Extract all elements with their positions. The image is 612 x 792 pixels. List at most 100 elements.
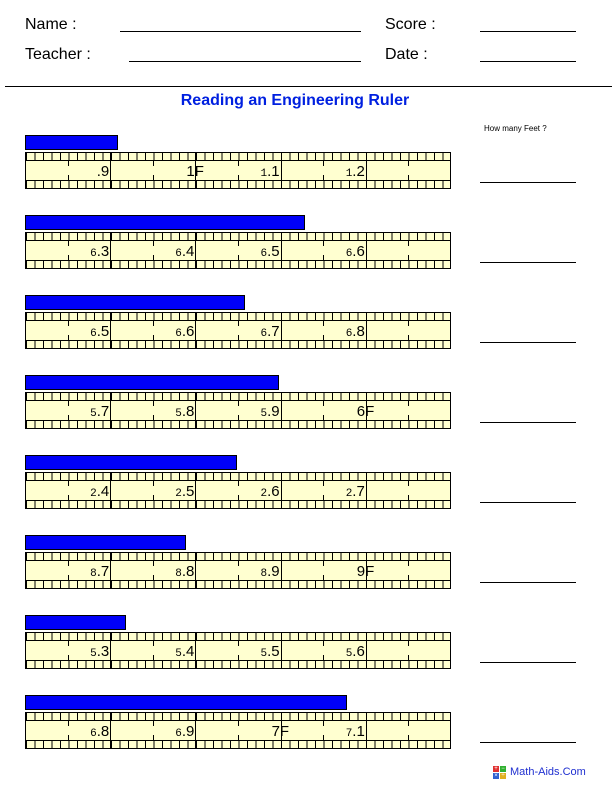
ruler-label: 8.8 — [175, 563, 195, 580]
math-aids-logo-icon: + − × ÷ — [493, 766, 506, 779]
question-header: How many Feet ? — [484, 124, 547, 133]
answer-field[interactable] — [480, 422, 576, 423]
minor-tick — [67, 335, 69, 341]
major-tick — [365, 393, 367, 428]
engineering-ruler: 6.5 6.6 6.7 6.8 — [25, 312, 451, 349]
name-label: Name : — [25, 16, 77, 33]
ruler-label: 6.4 — [175, 243, 195, 260]
minor-tick — [67, 560, 69, 566]
ruler-label: 6F — [356, 403, 375, 420]
minor-tick — [67, 575, 69, 581]
measure-bar — [25, 535, 186, 550]
minor-tick — [238, 160, 239, 166]
ruler-label: 1.1 — [260, 163, 280, 180]
answer-field[interactable] — [480, 502, 576, 503]
minor-tick — [238, 240, 239, 246]
major-tick — [110, 713, 112, 748]
minor-tick — [152, 160, 154, 166]
major-tick — [280, 713, 282, 748]
measure-bar — [25, 295, 245, 310]
minor-tick — [408, 735, 410, 741]
major-tick — [365, 313, 367, 348]
engineering-ruler: 2.4 2.5 2.6 2.7 — [25, 472, 451, 509]
measure-bar — [25, 135, 118, 150]
ruler-bottom-ticks — [26, 340, 450, 348]
engineering-ruler: .9 1F 1.1 1.2 — [25, 152, 451, 189]
minor-tick — [152, 415, 154, 421]
ruler-label: 6.6 — [175, 323, 195, 340]
engineering-ruler: 6.8 6.9 7F 7.1 — [25, 712, 451, 749]
ruler-label: 5.6 — [345, 643, 365, 660]
minor-tick — [152, 640, 154, 646]
ruler-bottom-ticks — [26, 260, 450, 268]
measure-bar — [25, 455, 237, 470]
minor-tick — [67, 160, 69, 166]
minor-tick — [238, 575, 239, 581]
major-tick — [280, 553, 282, 588]
minor-tick — [238, 400, 239, 406]
minor-tick — [152, 240, 154, 246]
major-tick — [195, 313, 197, 348]
answer-field[interactable] — [480, 662, 576, 663]
minor-tick — [152, 575, 154, 581]
minor-tick — [238, 335, 239, 341]
brand-footer: + − × ÷ Math-Aids.Com — [493, 766, 586, 779]
minor-tick — [408, 560, 410, 566]
major-tick — [110, 393, 112, 428]
ruler-label: 6.6 — [345, 243, 365, 260]
ruler-bottom-ticks — [26, 740, 450, 748]
ruler-label: 6.5 — [90, 323, 110, 340]
minor-tick — [152, 255, 154, 261]
answer-field[interactable] — [480, 182, 576, 183]
minor-tick — [408, 495, 410, 501]
ruler-bottom-ticks — [26, 420, 450, 428]
minor-tick — [323, 415, 325, 421]
score-field[interactable] — [480, 31, 576, 32]
major-tick — [110, 233, 112, 268]
score-label: Score : — [385, 16, 436, 33]
minor-tick — [67, 720, 69, 726]
minor-tick — [408, 175, 410, 181]
minor-tick — [67, 495, 69, 501]
minor-tick — [323, 720, 325, 726]
minor-tick — [67, 255, 69, 261]
minor-tick — [152, 735, 154, 741]
date-field[interactable] — [480, 61, 576, 62]
minor-tick — [152, 655, 154, 661]
minor-tick — [323, 400, 325, 406]
major-tick — [110, 153, 112, 188]
minor-tick — [152, 400, 154, 406]
minor-tick — [67, 415, 69, 421]
answer-field[interactable] — [480, 262, 576, 263]
name-field[interactable] — [120, 31, 361, 32]
measure-bar — [25, 375, 279, 390]
ruler-label: 7F — [271, 723, 290, 740]
minor-tick — [152, 495, 154, 501]
ruler-label: 5.5 — [260, 643, 280, 660]
major-tick — [195, 153, 197, 188]
minor-tick — [408, 320, 410, 326]
minor-tick — [238, 175, 239, 181]
ruler-label: 1.2 — [345, 163, 365, 180]
engineering-ruler: 8.7 8.8 8.9 9F — [25, 552, 451, 589]
ruler-label: 6.8 — [90, 723, 110, 740]
teacher-field[interactable] — [129, 61, 361, 62]
minor-tick — [152, 560, 154, 566]
ruler-bottom-ticks — [26, 580, 450, 588]
minor-tick — [152, 720, 154, 726]
answer-field[interactable] — [480, 582, 576, 583]
ruler-label: 6.5 — [260, 243, 280, 260]
major-tick — [365, 633, 367, 668]
minor-tick — [323, 320, 325, 326]
engineering-ruler: 6.3 6.4 6.5 6.6 — [25, 232, 451, 269]
ruler-label: 8.7 — [90, 563, 110, 580]
minor-tick — [408, 480, 410, 486]
major-tick — [110, 633, 112, 668]
ruler-label: 2.4 — [90, 483, 110, 500]
major-tick — [110, 553, 112, 588]
major-tick — [195, 713, 197, 748]
minor-tick — [67, 480, 69, 486]
major-tick — [365, 473, 367, 508]
answer-field[interactable] — [480, 342, 576, 343]
answer-field[interactable] — [480, 742, 576, 743]
